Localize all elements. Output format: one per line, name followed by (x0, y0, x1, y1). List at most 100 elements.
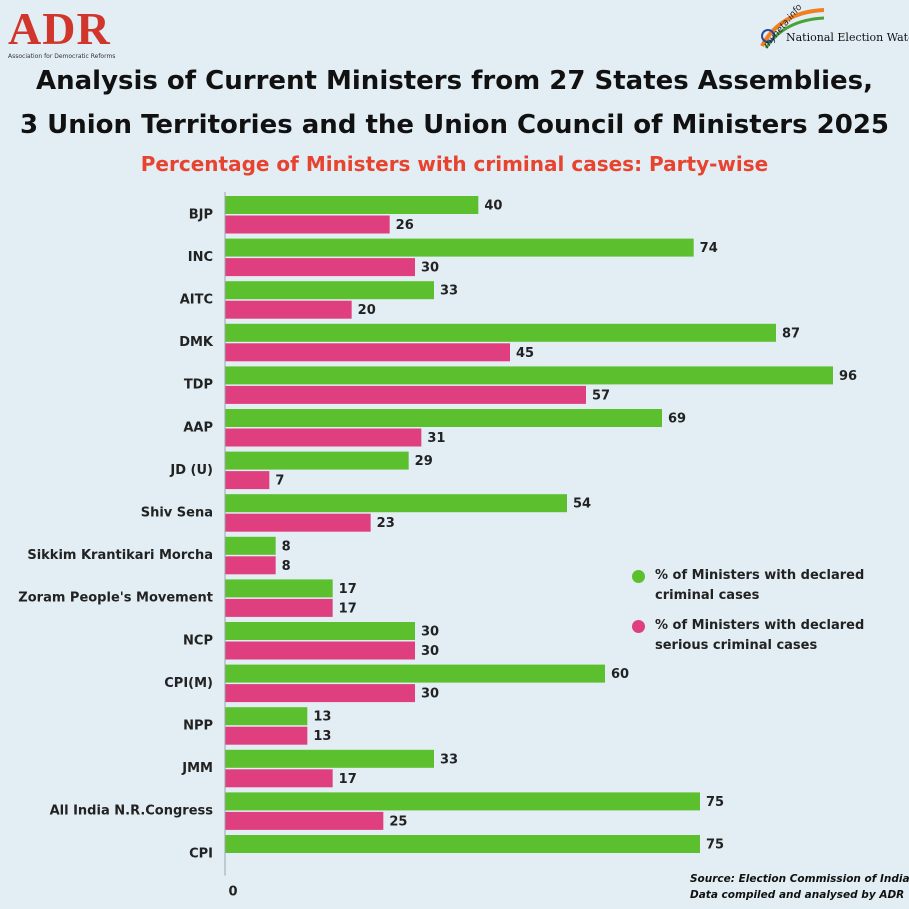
category-label-npp: NPP (183, 718, 213, 733)
bar-serious-aap (225, 428, 422, 447)
data-label-criminal-inc: 74 (700, 241, 718, 256)
data-label-serious-jmm: 17 (339, 772, 357, 787)
bar-criminal-ncp (225, 622, 415, 640)
title-line-1: Analysis of Current Ministers from 27 St… (35, 66, 873, 96)
data-label-criminal-all-india-n-r-congress: 75 (706, 795, 724, 810)
data-label-serious-cpi-m: 30 (421, 687, 439, 702)
category-label-bjp: BJP (189, 207, 213, 222)
data-label-serious-all-india-n-r-congress: 25 (389, 814, 407, 829)
data-label-criminal-npp: 13 (313, 710, 331, 725)
data-label-criminal-zoram-people-s-movement: 17 (339, 582, 357, 597)
data-label-serious-shiv-sena: 23 (377, 516, 395, 531)
bar-criminal-shiv-sena (225, 494, 567, 513)
bar-criminal-jmm (225, 749, 434, 768)
bar-serious-inc (225, 258, 415, 277)
category-label-shiv-sena: Shiv Sena (141, 505, 213, 520)
bar-criminal-bjp (225, 196, 479, 214)
data-label-criminal-tdp: 96 (839, 369, 857, 384)
data-label-serious-aap: 31 (427, 431, 445, 446)
data-label-criminal-aitc: 33 (440, 284, 458, 299)
category-label-ncp: NCP (183, 633, 213, 648)
category-label-cpi-m: CPI(M) (164, 676, 213, 691)
bar-serious-npp (225, 726, 308, 745)
bar-serious-tdp (225, 385, 586, 404)
legend-label-criminal: % of Ministers with declared criminal ca… (655, 568, 865, 603)
bar-criminal-aitc (225, 281, 434, 300)
data-label-criminal-jmm: 33 (440, 752, 458, 767)
legend-item-criminal: % of Ministers with declared criminal ca… (632, 566, 865, 606)
data-label-serious-bjp: 26 (396, 218, 414, 233)
bar-criminal-all-india-n-r-congress (225, 792, 700, 811)
category-label-jmm: JMM (181, 761, 213, 776)
bar-criminal-npp (225, 707, 308, 726)
category-label-tdp: TDP (184, 378, 213, 393)
data-label-serious-zoram-people-s-movement: 17 (339, 601, 357, 616)
myneta-logo: myneta.info National Election Watch (740, 3, 909, 54)
x-tick-label-0: 0 (228, 885, 237, 900)
data-label-criminal-ncp: 30 (421, 625, 439, 640)
bar-criminal-jd-u (225, 451, 409, 470)
data-label-criminal-cpi-m: 60 (611, 667, 629, 682)
data-label-serious-tdp: 57 (592, 388, 610, 403)
bar-criminal-zoram-people-s-movement (225, 579, 333, 598)
category-label-aitc: AITC (180, 292, 213, 307)
adr-logo-subtext: Association for Democratic Reforms (8, 53, 116, 60)
data-label-criminal-sikkim-krantikari-morcha: 8 (282, 539, 291, 554)
data-label-criminal-jd-u: 29 (415, 454, 433, 469)
bar-serious-ncp (225, 641, 415, 660)
bar-criminal-sikkim-krantikari-morcha (225, 536, 276, 555)
bar-serious-zoram-people-s-movement (225, 598, 333, 617)
data-label-serious-sikkim-krantikari-morcha: 8 (282, 559, 291, 574)
bar-serious-all-india-n-r-congress (225, 811, 384, 830)
legend-label-serious: % of Ministers with declared serious cri… (655, 618, 865, 653)
adr-logo-text: ADR (8, 3, 111, 54)
category-label-aap: AAP (183, 420, 213, 435)
adr-logo: ADR Association for Democratic Reforms (8, 6, 128, 62)
source-line-2: Data compiled and analysed by ADR (690, 889, 905, 901)
data-label-criminal-cpi: 75 (706, 838, 724, 853)
data-label-serious-ncp: 30 (421, 644, 439, 659)
data-label-criminal-bjp: 40 (484, 199, 502, 214)
legend-swatch-criminal (632, 570, 645, 583)
myneta-label: National Election Watch (786, 31, 909, 44)
data-label-criminal-dmk: 87 (782, 326, 800, 341)
category-label-all-india-n-r-congress: All India N.R.Congress (50, 804, 214, 819)
bar-serious-shiv-sena (225, 513, 371, 532)
bar-serious-cpi-m (225, 684, 415, 703)
legend-item-serious: % of Ministers with declared serious cri… (632, 616, 865, 656)
data-label-serious-dmk: 45 (516, 346, 534, 361)
subtitle: Percentage of Ministers with criminal ca… (140, 152, 769, 176)
data-label-serious-aitc: 20 (358, 303, 376, 318)
category-label-dmk: DMK (179, 335, 214, 350)
bar-criminal-tdp (225, 366, 833, 385)
bar-criminal-inc (225, 238, 694, 257)
source-note: Source: Election Commission of India Dat… (690, 871, 909, 903)
data-label-serious-inc: 30 (421, 261, 439, 276)
bar-serious-dmk (225, 343, 510, 362)
data-label-criminal-aap: 69 (668, 412, 686, 427)
bar-criminal-dmk (225, 323, 776, 342)
bar-criminal-aap (225, 409, 662, 427)
legend: % of Ministers with declared criminal ca… (632, 566, 865, 666)
bar-criminal-cpi-m (225, 664, 605, 683)
source-line-1: Source: Election Commission of India (690, 873, 909, 885)
bar-serious-aitc (225, 300, 352, 319)
data-label-criminal-shiv-sena: 54 (573, 497, 591, 512)
bar-serious-jd-u (225, 471, 270, 490)
legend-swatch-serious (632, 620, 645, 633)
category-label-sikkim-krantikari-morcha: Sikkim Krantikari Morcha (27, 548, 213, 563)
category-label-cpi: CPI (189, 846, 213, 861)
bar-serious-bjp (225, 215, 390, 234)
data-label-serious-npp: 13 (313, 729, 331, 744)
category-label-zoram-people-s-movement: Zoram People's Movement (18, 591, 213, 606)
bar-serious-sikkim-krantikari-morcha (225, 556, 276, 575)
title-line-2: 3 Union Territories and the Union Counci… (20, 110, 889, 140)
bar-serious-jmm (225, 769, 333, 788)
data-label-serious-jd-u: 7 (275, 474, 284, 489)
myneta-emblem-icon (760, 8, 825, 49)
category-label-inc: INC (188, 250, 213, 265)
category-label-jd-u: JD (U) (169, 463, 213, 478)
bar-criminal-cpi (225, 835, 700, 853)
